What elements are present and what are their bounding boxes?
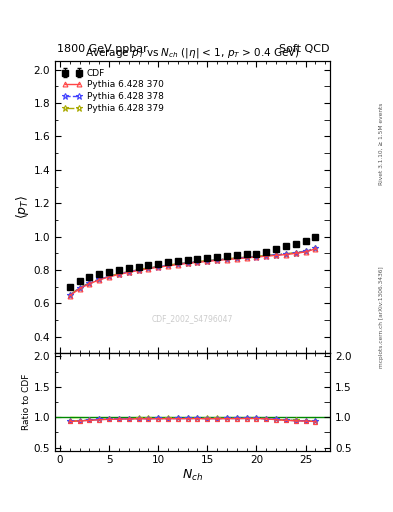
Y-axis label: Ratio to CDF: Ratio to CDF	[22, 374, 31, 430]
Text: CDF_2002_S4796047: CDF_2002_S4796047	[152, 314, 233, 323]
Text: 1800 GeV ppbar: 1800 GeV ppbar	[57, 44, 148, 54]
Y-axis label: $\langle p_T \rangle$: $\langle p_T \rangle$	[14, 195, 31, 220]
Text: Rivet 3.1.10, ≥ 1.5M events: Rivet 3.1.10, ≥ 1.5M events	[379, 102, 384, 184]
Legend: CDF, Pythia 6.428 370, Pythia 6.428 378, Pythia 6.428 379: CDF, Pythia 6.428 370, Pythia 6.428 378,…	[59, 66, 166, 116]
Title: Average $p_T$ vs $N_{ch}$ ($|\eta|$ < 1, $p_T$ > 0.4 GeV): Average $p_T$ vs $N_{ch}$ ($|\eta|$ < 1,…	[85, 47, 300, 60]
Text: mcplots.cern.ch [arXiv:1306.3436]: mcplots.cern.ch [arXiv:1306.3436]	[379, 267, 384, 368]
Text: Soft QCD: Soft QCD	[279, 44, 329, 54]
X-axis label: $N_{ch}$: $N_{ch}$	[182, 468, 203, 483]
